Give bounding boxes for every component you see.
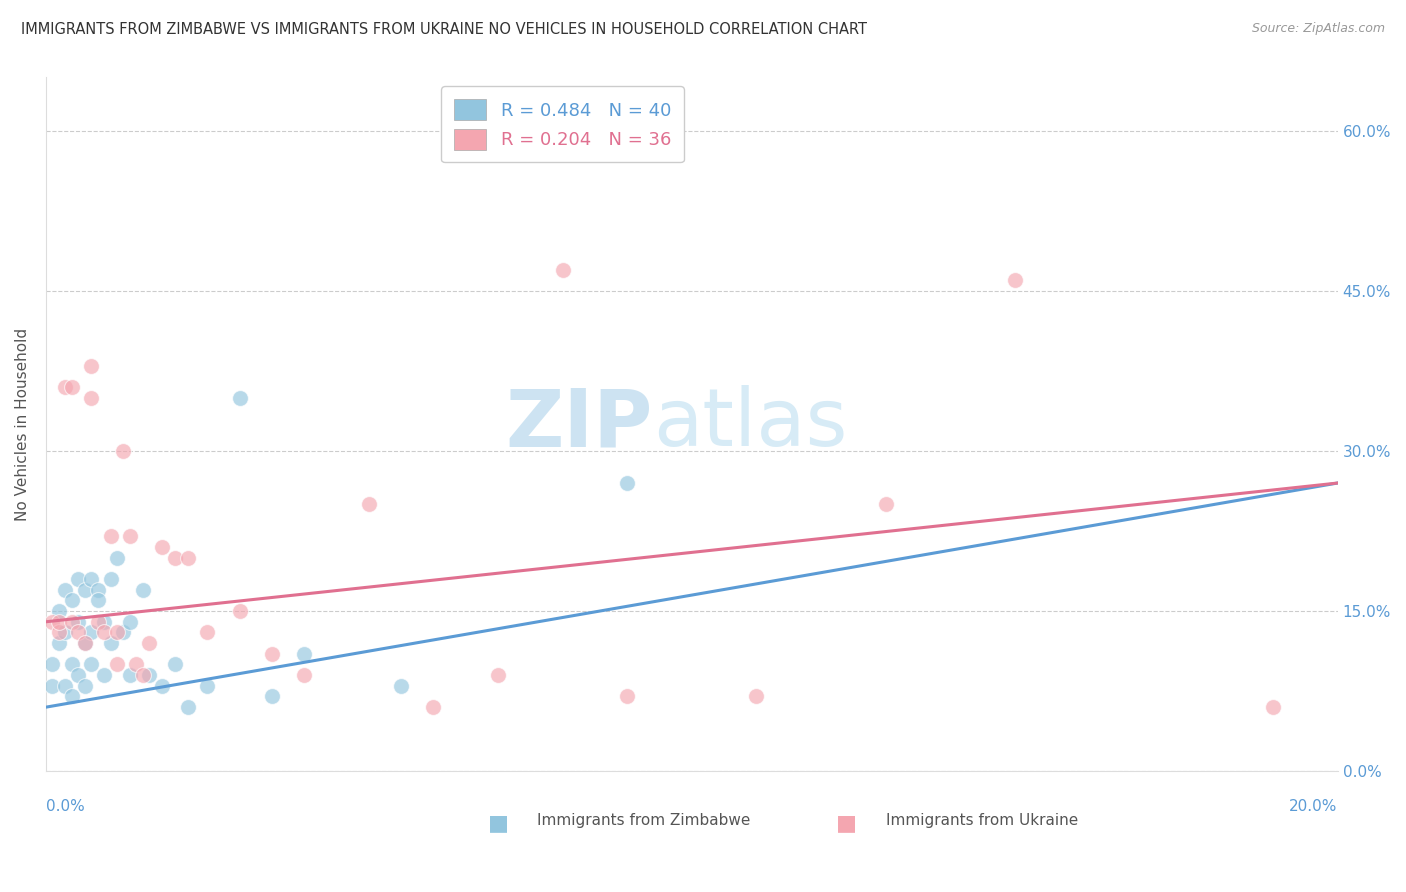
Point (93, 668, 115, 682)
Point (616, 690, 638, 704)
Point (1261, 700, 1284, 714)
Point (53, 582, 76, 597)
Point (422, 700, 444, 714)
Point (80, 359, 103, 373)
Text: 20.0%: 20.0% (1289, 799, 1337, 814)
Point (105, 657, 128, 672)
Y-axis label: No Vehicles in Household: No Vehicles in Household (15, 327, 30, 521)
Point (48, 615, 70, 629)
Point (86, 615, 108, 629)
Point (80, 572, 103, 586)
Point (292, 647, 315, 661)
Point (1004, 273, 1026, 287)
Point (80, 657, 103, 672)
Point (357, 497, 380, 511)
Point (67, 572, 90, 586)
Point (100, 572, 122, 586)
Point (197, 625, 219, 640)
Point (73, 679, 96, 693)
Point (86, 593, 108, 607)
Point (875, 497, 897, 511)
Point (53, 380, 76, 394)
Point (73, 636, 96, 650)
Point (177, 700, 200, 714)
Point (53, 625, 76, 640)
Point (93, 625, 115, 640)
Point (228, 604, 250, 618)
Point (67, 625, 90, 640)
Point (165, 550, 187, 565)
Point (118, 615, 141, 629)
Legend: R = 0.484   N = 40, R = 0.204   N = 36: R = 0.484 N = 40, R = 0.204 N = 36 (441, 87, 683, 162)
Point (60, 657, 83, 672)
Point (80, 391, 103, 405)
Point (41, 657, 63, 672)
Point (93, 615, 115, 629)
Point (150, 540, 173, 554)
Point (105, 625, 128, 640)
Text: ZIP: ZIP (506, 385, 652, 463)
Point (118, 668, 141, 682)
Point (125, 657, 148, 672)
Point (486, 668, 509, 682)
Point (73, 636, 96, 650)
Point (112, 625, 135, 640)
Point (53, 679, 76, 693)
Point (60, 615, 83, 629)
Point (112, 444, 135, 458)
Point (67, 668, 90, 682)
Point (60, 690, 83, 704)
Point (292, 668, 315, 682)
Point (745, 690, 768, 704)
Text: IMMIGRANTS FROM ZIMBABWE VS IMMIGRANTS FROM UKRAINE NO VEHICLES IN HOUSEHOLD COR: IMMIGRANTS FROM ZIMBABWE VS IMMIGRANTS F… (21, 22, 868, 37)
Point (60, 593, 83, 607)
Point (60, 380, 83, 394)
Point (67, 615, 90, 629)
Point (132, 582, 155, 597)
Point (138, 668, 160, 682)
Point (73, 582, 96, 597)
Point (551, 262, 574, 277)
Point (177, 550, 200, 565)
Point (86, 582, 108, 597)
Point (105, 550, 128, 565)
Point (80, 625, 103, 640)
Point (118, 529, 141, 543)
Point (41, 679, 63, 693)
Point (100, 529, 122, 543)
Point (48, 636, 70, 650)
Point (138, 636, 160, 650)
Point (197, 679, 219, 693)
Text: 0.0%: 0.0% (46, 799, 84, 814)
Point (260, 647, 283, 661)
Point (228, 391, 250, 405)
Point (41, 615, 63, 629)
Text: Source: ZipAtlas.com: Source: ZipAtlas.com (1251, 22, 1385, 36)
Text: ■: ■ (488, 813, 509, 833)
Text: Immigrants from Ukraine: Immigrants from Ukraine (886, 813, 1078, 828)
Point (150, 679, 173, 693)
Point (48, 604, 70, 618)
Point (165, 657, 187, 672)
Text: ■: ■ (837, 813, 858, 833)
Point (389, 679, 412, 693)
Point (616, 475, 638, 490)
Text: atlas: atlas (652, 385, 848, 463)
Point (100, 636, 122, 650)
Point (132, 668, 155, 682)
Point (48, 625, 70, 640)
Point (260, 690, 283, 704)
Text: Immigrants from Zimbabwe: Immigrants from Zimbabwe (537, 813, 751, 828)
